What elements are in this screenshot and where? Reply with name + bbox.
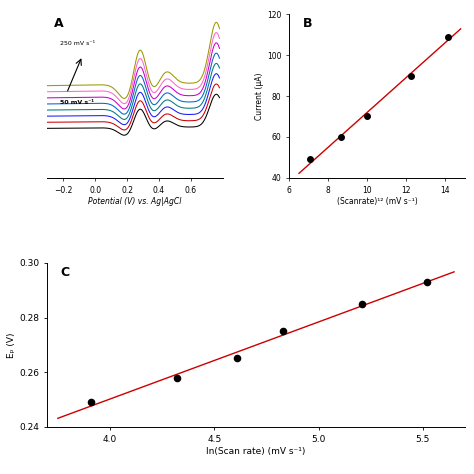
Text: 50 mV s⁻¹: 50 mV s⁻¹ <box>60 100 94 105</box>
Y-axis label: Eₚ (V): Eₚ (V) <box>7 332 16 357</box>
Text: B: B <box>303 18 313 30</box>
Text: 250 mV s⁻¹: 250 mV s⁻¹ <box>60 41 95 46</box>
Point <box>358 300 366 308</box>
Text: C: C <box>60 266 69 279</box>
Point <box>279 328 287 335</box>
Point <box>444 33 452 40</box>
X-axis label: Potential (V) vs. Ag|AgCl: Potential (V) vs. Ag|AgCl <box>88 197 182 206</box>
Point <box>364 113 371 120</box>
X-axis label: ln(Scan rate) (mV s⁻¹): ln(Scan rate) (mV s⁻¹) <box>206 447 306 456</box>
Point <box>337 133 345 141</box>
Point <box>407 72 415 79</box>
Point <box>87 398 95 406</box>
Text: A: A <box>55 18 64 30</box>
Point <box>173 374 181 381</box>
Point <box>423 278 431 286</box>
Point <box>306 155 314 163</box>
X-axis label: (Scanrate)¹² (mV s⁻¹): (Scanrate)¹² (mV s⁻¹) <box>337 197 417 206</box>
Point <box>233 355 241 362</box>
Y-axis label: Current (μA): Current (μA) <box>255 73 264 120</box>
